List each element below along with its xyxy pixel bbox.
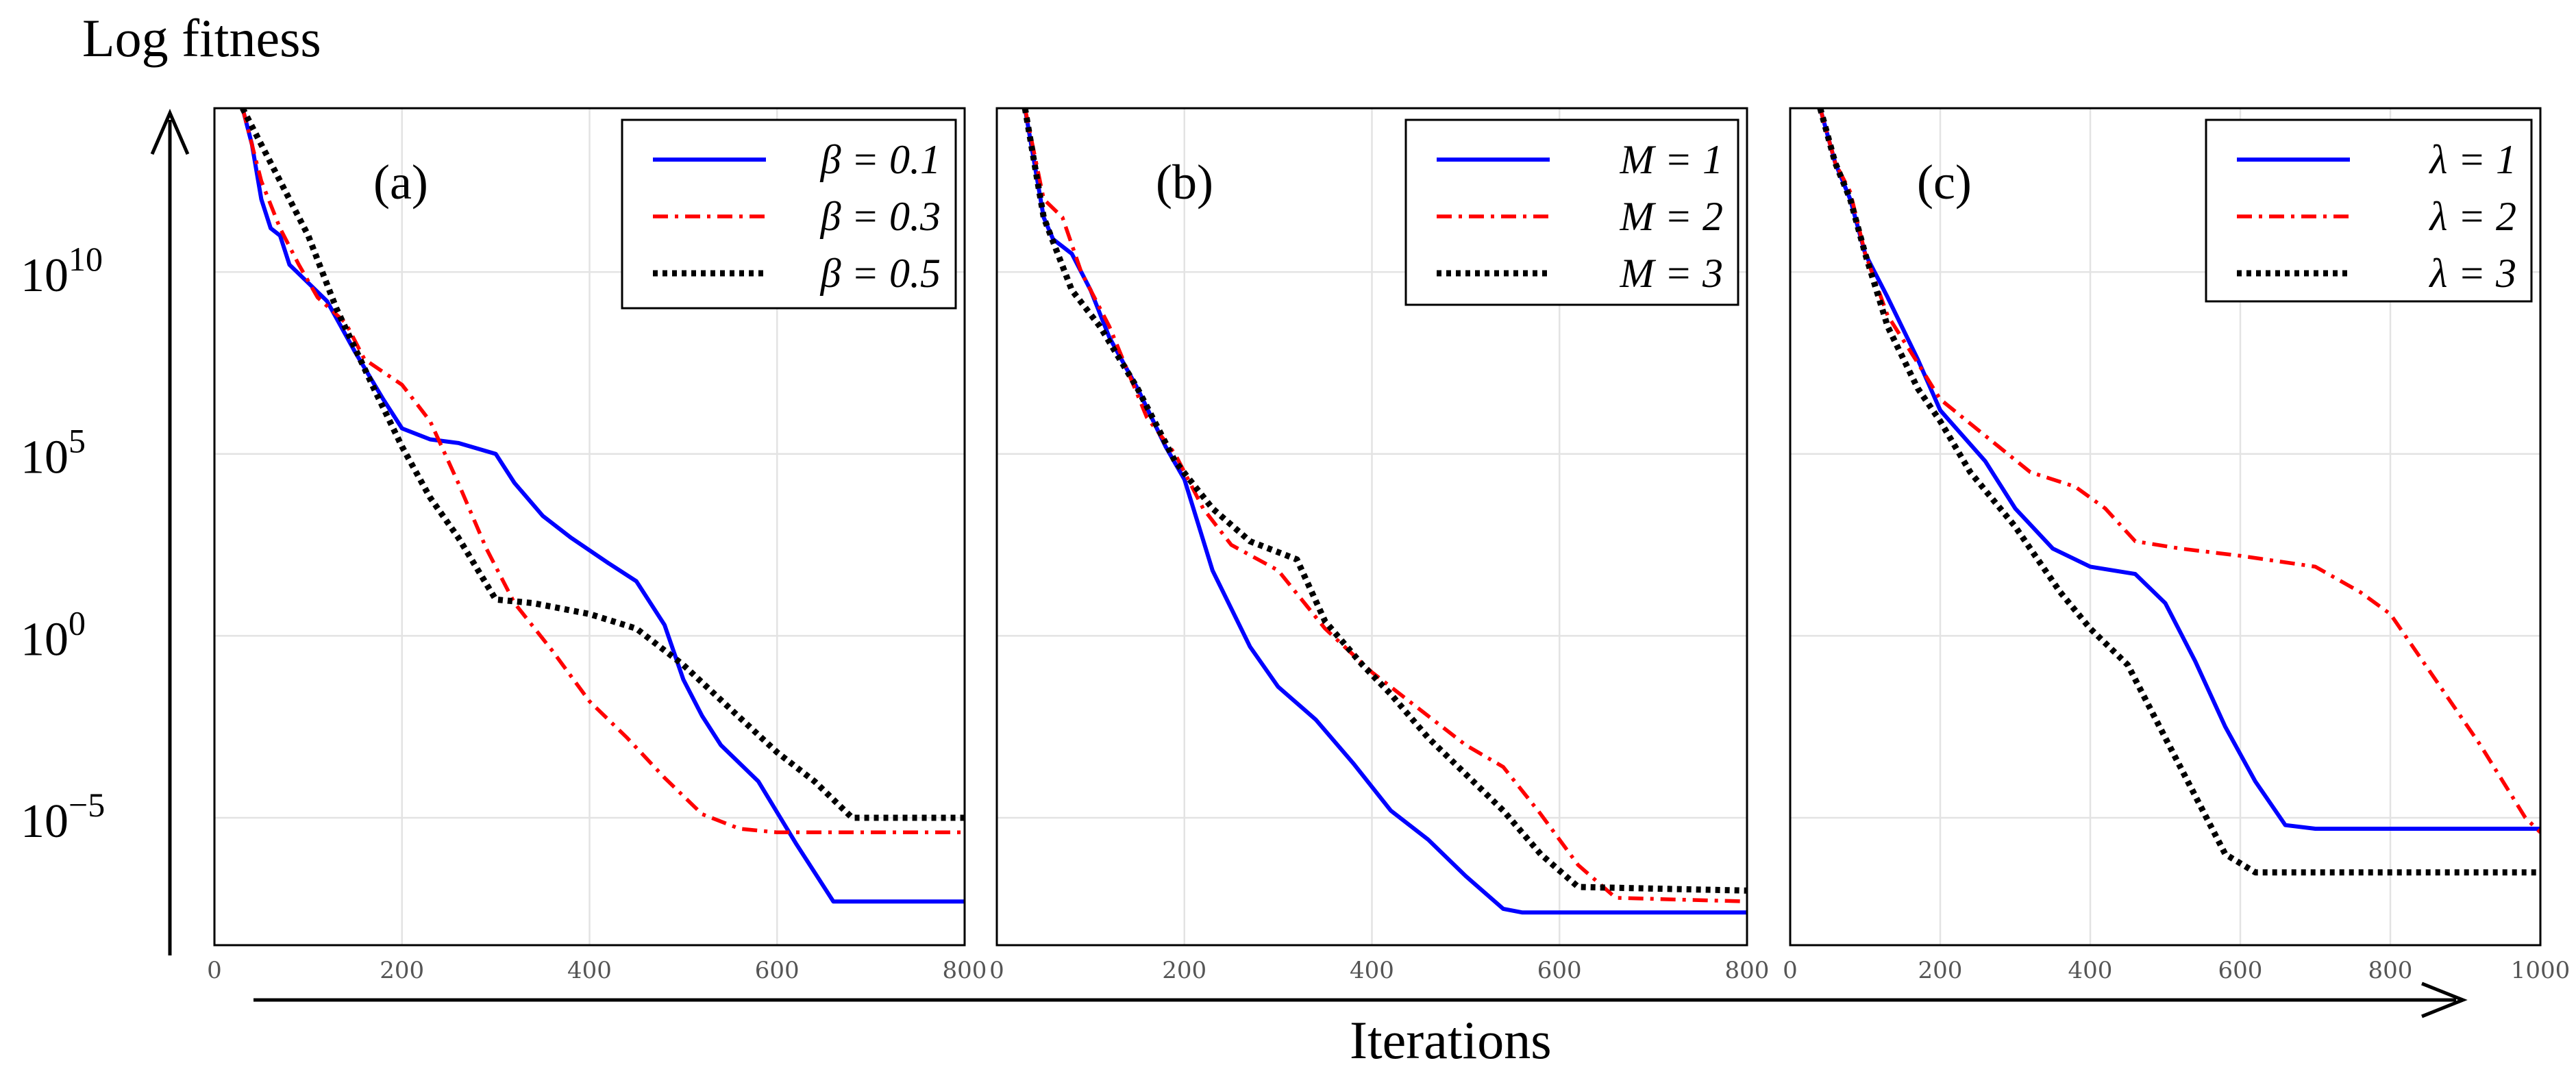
y-tick-label: 105 bbox=[21, 422, 86, 484]
legend-entry-3: λ = 3 bbox=[2429, 251, 2516, 296]
panel-c: 0 200 400 600 800 1000 (c) λ = 1 λ = 2 λ = 3 bbox=[1783, 107, 2571, 984]
panel-label: (b) bbox=[1156, 155, 1213, 210]
x-tick-label: 600 bbox=[1537, 957, 1582, 984]
x-tick-label: 800 bbox=[943, 957, 987, 984]
x-tick-label: 0 bbox=[207, 957, 222, 984]
x-tick-label: 800 bbox=[2368, 957, 2413, 984]
y-tick-label: 100 bbox=[21, 603, 86, 666]
plot-frame bbox=[1789, 107, 2542, 947]
series-line-2 bbox=[1023, 108, 1747, 903]
series-line-1 bbox=[1023, 108, 1747, 915]
plot-frame bbox=[213, 107, 966, 947]
x-tick-label: 800 bbox=[1725, 957, 1770, 984]
x-tick-label: 400 bbox=[1350, 957, 1394, 984]
x-tick-label: 600 bbox=[2218, 957, 2263, 984]
legend: β = 0.1 β = 0.3 β = 0.5 bbox=[621, 118, 957, 310]
legend-entry-2: M = 2 bbox=[1620, 194, 1723, 239]
legend-entry-3: M = 3 bbox=[1620, 251, 1723, 296]
series-line-2 bbox=[240, 108, 965, 835]
x-tick-label: 200 bbox=[380, 957, 424, 984]
x-tick-label: 0 bbox=[1783, 957, 1798, 984]
x-tick-label: 400 bbox=[567, 957, 612, 984]
series-line-3 bbox=[1021, 108, 1747, 894]
legend: λ = 1 λ = 2 λ = 3 bbox=[2205, 118, 2533, 303]
x-tick-label: 200 bbox=[1162, 957, 1206, 984]
legend-entry-2: λ = 2 bbox=[2429, 194, 2516, 239]
panel-label: (c) bbox=[1917, 155, 1972, 210]
x-tick-label: 600 bbox=[755, 957, 800, 984]
x-tick-label: 200 bbox=[1918, 957, 1963, 984]
x-tick-label: 1000 bbox=[2511, 957, 2571, 984]
panel-a: 0 200 400 600 800 (a) β = 0.1 β = 0.3 β = 0.5 bbox=[207, 107, 987, 984]
legend-entry-1: M = 1 bbox=[1620, 137, 1723, 182]
plot-frame bbox=[995, 107, 1748, 947]
panel-b: 0 200 400 600 800 (b) M = 1 M = 2 M = 3 bbox=[989, 107, 1770, 984]
x-axis-arrowhead bbox=[2421, 981, 2468, 1018]
series-line-1 bbox=[240, 108, 965, 904]
legend-box bbox=[1404, 118, 1739, 306]
series-line-3 bbox=[240, 108, 965, 821]
legend-box bbox=[621, 118, 957, 310]
legend: M = 1 M = 2 M = 3 bbox=[1404, 118, 1739, 306]
y-tick-label: 1010 bbox=[21, 240, 103, 302]
legend-entry-1: β = 0.1 bbox=[820, 137, 941, 182]
x-tick-label: 400 bbox=[2068, 957, 2113, 984]
y-tick-labels: 1010 105 100 10−5 bbox=[21, 240, 105, 848]
x-axis-title: Iterations bbox=[1350, 1010, 1552, 1070]
y-axis-title: Log fitness bbox=[82, 8, 321, 68]
legend-entry-3: β = 0.5 bbox=[820, 251, 941, 296]
y-tick-label: 10−5 bbox=[21, 786, 105, 848]
series-line-3 bbox=[1817, 108, 2540, 876]
y-axis-arrowhead bbox=[150, 108, 190, 155]
legend-entry-1: λ = 1 bbox=[2429, 137, 2516, 182]
x-tick-label: 0 bbox=[989, 957, 1004, 984]
legend-entry-2: β = 0.3 bbox=[820, 194, 941, 239]
panel-label: (a) bbox=[373, 155, 428, 210]
panels: 0 200 400 600 800 (a) β = 0.1 β = 0.3 β = 0.5 0 20… bbox=[207, 107, 2571, 984]
